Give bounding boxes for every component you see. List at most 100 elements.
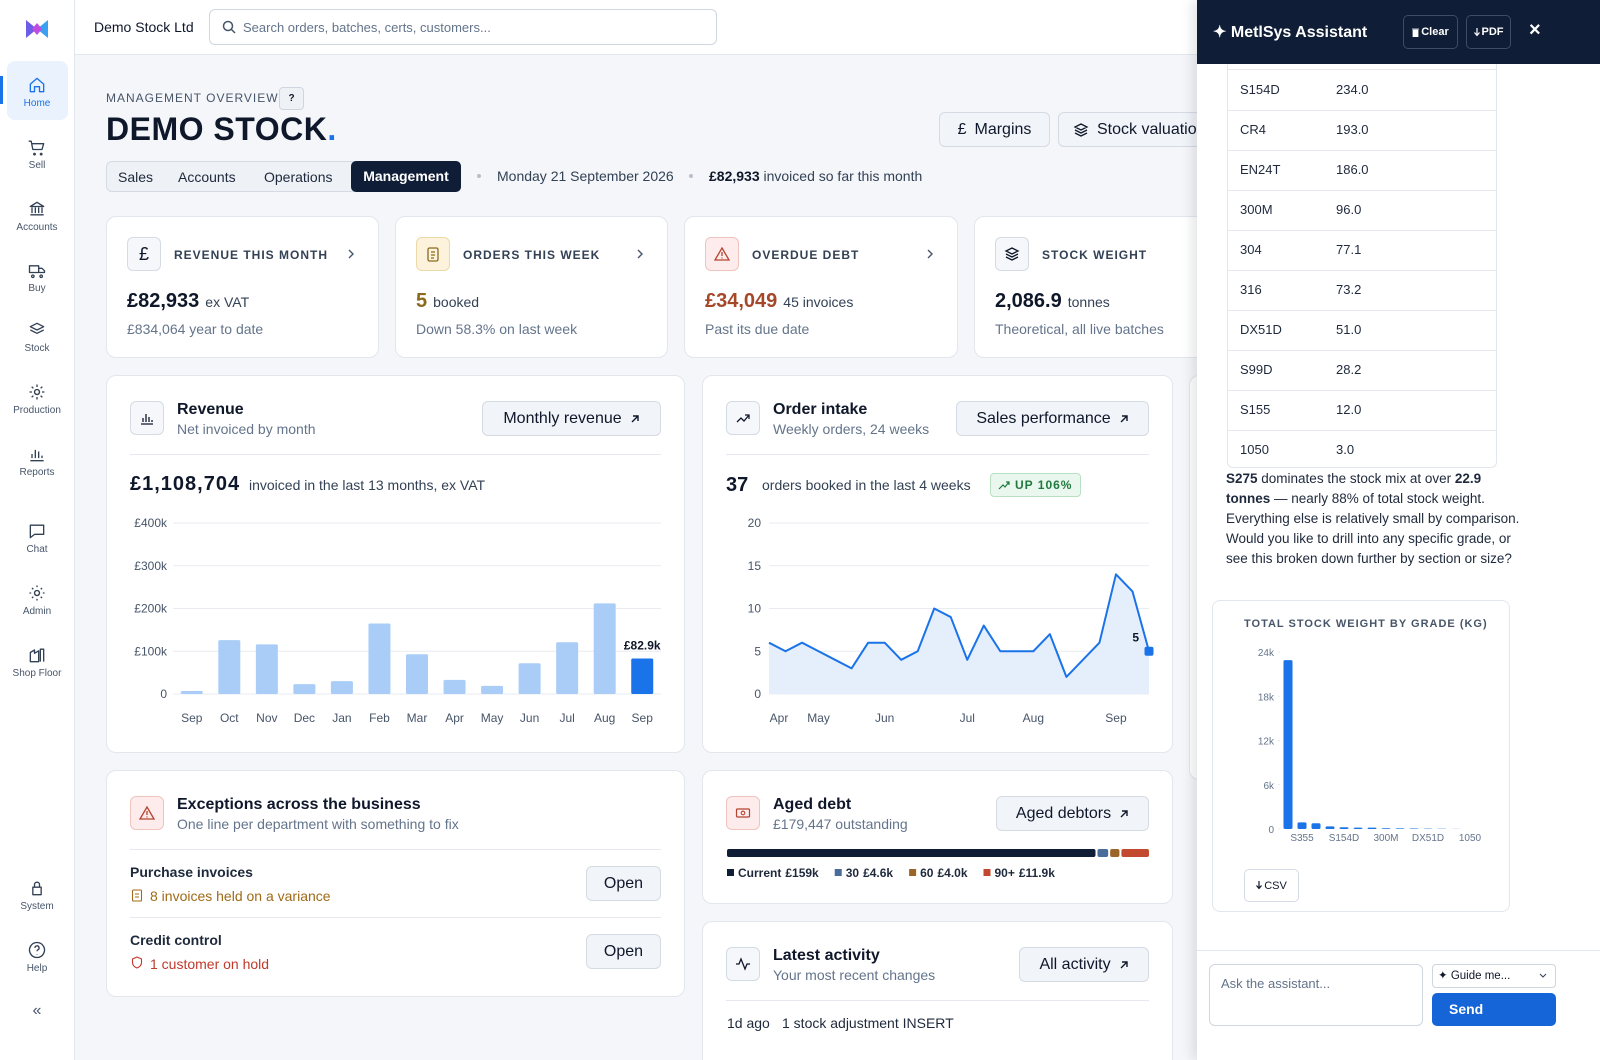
msg-bold: 22.9 tonnes (1226, 471, 1482, 506)
search-icon (222, 20, 236, 34)
bar (1325, 826, 1335, 829)
x-tick-label: 300M (1373, 833, 1398, 844)
grade-cell: S99D (1240, 362, 1273, 377)
x-tick-label: Sep (1105, 711, 1127, 725)
nav-label: Admin (22, 606, 52, 617)
nav-item[interactable]: Shop Floor (0, 641, 74, 685)
x-tick-label: Sep (632, 711, 654, 725)
last-point (1144, 646, 1154, 656)
grade-cell: S155 (1240, 402, 1271, 417)
nav-item[interactable]: Help (0, 936, 74, 980)
icon-shape (29, 585, 45, 601)
assistant-header: ✦ MetlSys Assistant Clear PDF × (1197, 0, 1600, 64)
grade-cell: EN24T (1240, 162, 1281, 177)
help-button[interactable]: ? (279, 87, 304, 110)
bar (1283, 660, 1293, 829)
tab[interactable]: Operations (264, 169, 333, 185)
x-tick-label: Apr (770, 711, 789, 725)
send-button[interactable]: Send (1432, 993, 1556, 1026)
y-tick-label: 18k (1258, 692, 1275, 703)
y-tick-label: 15 (748, 559, 762, 573)
clear-button[interactable]: Clear (1403, 15, 1458, 49)
kpi-label: REVENUE THIS MONTH (174, 248, 329, 262)
divider (130, 917, 661, 918)
nav-item[interactable]: Accounts (0, 195, 74, 239)
nav-item[interactable]: Chat (0, 517, 74, 561)
nav-item[interactable]: Sell (0, 133, 74, 177)
open-button[interactable]: Open (586, 866, 661, 901)
search-box[interactable]: Search orders, batches, certs, customers… (209, 9, 717, 45)
layers-icon (1073, 122, 1089, 137)
card-title: Exceptions across the business (177, 796, 421, 813)
legend-name: 90+ (995, 866, 1015, 880)
assistant-panel: ✦ MetlSys Assistant Clear PDF × S154D 234… (1197, 0, 1600, 1060)
kpi-card[interactable]: ORDERS THIS WEEK 5 booked Down 58.3% on l… (395, 216, 668, 358)
kpi-note: Down 58.3% on last week (416, 321, 578, 337)
nav-item[interactable]: Home (0, 71, 74, 115)
kpi-card[interactable]: £ REVENUE THIS MONTH £82,933 ex VAT £834,… (106, 216, 379, 358)
icon-shape (32, 881, 42, 896)
tab[interactable]: Sales (118, 169, 154, 185)
nav-icon (29, 585, 45, 601)
kpi-card[interactable]: OVERDUE DEBT £34,049 45 invoices Past its… (684, 216, 958, 358)
activity-when: 1d ago (727, 1015, 770, 1031)
icon-shape (29, 77, 45, 93)
revenue-chart: 0 £100k £200k £300k £400k Sep Oct Nov Dec Jan Feb M… (134, 516, 661, 725)
card-button[interactable]: All activity (1019, 947, 1149, 982)
nav-item[interactable]: Buy (0, 256, 74, 300)
collapse-button[interactable]: « (32, 1002, 42, 1019)
card-button[interactable]: Monthly revenue (482, 401, 661, 436)
assistant-input[interactable]: Ask the assistant... (1209, 964, 1423, 1026)
nav-item[interactable]: Production (0, 378, 74, 422)
open-button[interactable]: Open (586, 934, 661, 969)
nav-label: Accounts (16, 222, 58, 233)
legend-swatch (909, 869, 917, 876)
tab-active[interactable]: Management (351, 161, 461, 192)
card-button[interactable]: Aged debtors (996, 796, 1149, 831)
data-label: 5 (1132, 630, 1139, 644)
kpi-value: £82,933 (127, 290, 200, 312)
weight-cell: 73.2 (1336, 282, 1362, 297)
kpi-note: £834,064 year to date (127, 321, 264, 337)
card-icon (726, 796, 760, 830)
card-icon (726, 401, 760, 435)
nav-item[interactable]: Stock (0, 316, 74, 360)
kpi-card[interactable]: STOCK WEIGHT 2,086.9 tonnes Theoretical, … (974, 216, 1234, 358)
grade-cell: DX51D (1240, 322, 1282, 337)
mode-select[interactable]: ✦ Guide me... (1432, 964, 1556, 988)
logo (26, 20, 48, 38)
close-button[interactable]: × (1529, 19, 1541, 41)
csv-button[interactable]: CSV (1244, 869, 1299, 902)
bar (255, 644, 278, 694)
eyebrow: MANAGEMENT OVERVIEW (106, 91, 279, 105)
grade-table: S154D 234.0 CR4 193.0 EN24T 186.0 300M 96.0 304 7… (1227, 64, 1497, 468)
bar (1297, 822, 1307, 829)
revenue-total-text: invoiced in the last 13 months, ex VAT (249, 477, 486, 493)
nav-item[interactable]: Admin (0, 579, 74, 623)
icon-shape (28, 265, 46, 279)
margins-button[interactable]: £ Margins (939, 112, 1050, 147)
nav-label: Production (13, 405, 61, 416)
tab[interactable]: Accounts (178, 169, 236, 185)
assistant-message: S275 dominates the stock mix at over 22.… (1226, 469, 1522, 569)
search-placeholder: Search orders, batches, certs, customers… (243, 20, 491, 35)
button-label: CSV (1264, 879, 1287, 892)
title-text: DEMO STOCK (106, 111, 328, 147)
card-button[interactable]: Sales performance (956, 401, 1149, 436)
bar (593, 603, 616, 694)
bar (330, 681, 353, 694)
button-label: Aged debtors (1015, 804, 1112, 822)
nav-item[interactable]: System (0, 874, 74, 918)
nav-item[interactable]: Reports (0, 440, 74, 484)
button-label: Monthly revenue (503, 409, 622, 427)
pdf-button[interactable]: PDF (1466, 15, 1511, 49)
table-row: S99D 28.2 (1228, 350, 1496, 391)
x-tick-label: May (807, 711, 830, 725)
bar (518, 663, 541, 694)
y-tick-label: 0 (160, 687, 167, 701)
button-label: All activity (1039, 955, 1111, 973)
x-tick-label: Apr (445, 711, 464, 725)
card-subtitle: £179,447 outstanding (773, 816, 908, 832)
company-name: Demo Stock Ltd (94, 19, 194, 35)
